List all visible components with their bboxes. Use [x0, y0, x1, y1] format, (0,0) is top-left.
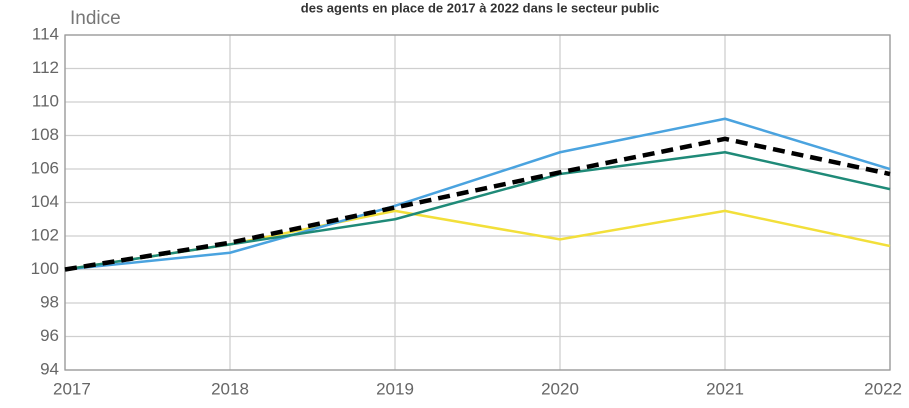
series-line — [64, 117, 891, 271]
x-tick-label: 2017 — [53, 379, 91, 398]
y-tick-label: 108 — [31, 125, 59, 144]
x-tick-label: 2021 — [706, 379, 744, 398]
y-tick-label: 100 — [31, 259, 59, 278]
y-axis-label: Indice — [70, 8, 121, 29]
series-line — [64, 136, 891, 272]
y-tick-label: 104 — [31, 192, 59, 211]
y-tick-label: 106 — [31, 158, 59, 177]
x-tick-label: 2020 — [541, 379, 579, 398]
x-tick-label: 2019 — [376, 379, 414, 398]
y-tick-label: 110 — [32, 91, 59, 110]
y-tick-label: 94 — [40, 359, 59, 378]
y-tick-label: 112 — [32, 58, 59, 77]
series-line — [64, 209, 891, 271]
y-tick-label: 98 — [40, 292, 59, 311]
y-tick-label: 102 — [31, 225, 59, 244]
plot-frame — [64, 34, 891, 371]
series-line — [64, 151, 891, 271]
chart-title: des agents en place de 2017 à 2022 dans … — [301, 0, 659, 15]
x-tick-label: 2022 — [864, 379, 902, 398]
y-tick-label: 114 — [32, 24, 59, 43]
x-tick-label: 2018 — [211, 379, 249, 398]
y-tick-label: 96 — [40, 326, 59, 345]
